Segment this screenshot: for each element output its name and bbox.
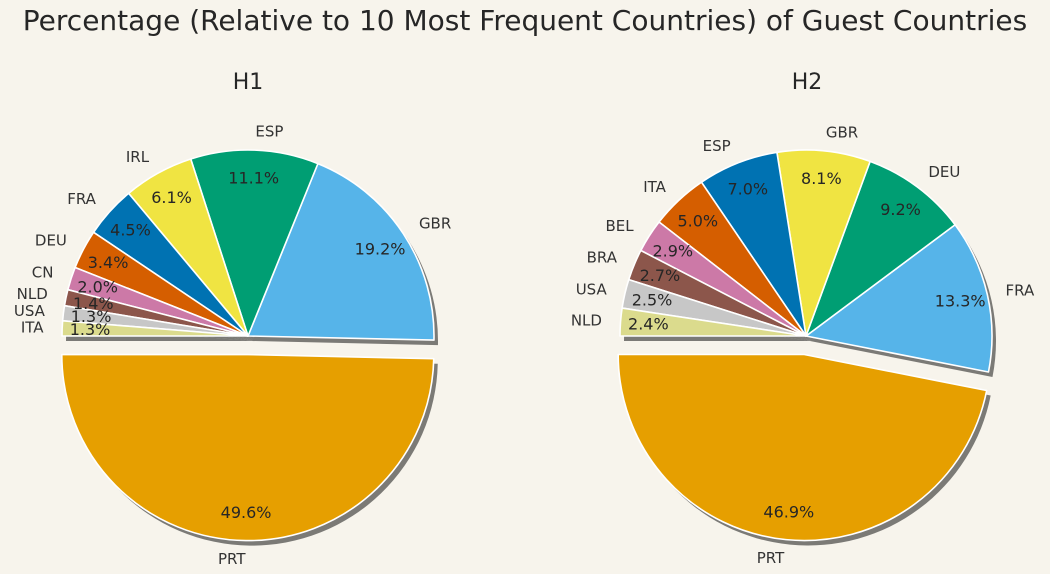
pie-h2-category-label-ita: ITA [643, 178, 666, 196]
pie-h2-slice-deu [805, 160, 956, 337]
pie-h1-category-label-nld: NLD [17, 285, 48, 303]
pie-h1-value-label-esp: 11.1% [228, 169, 279, 188]
pie-h1-category-label-ita: ITA [21, 319, 44, 337]
pie-labels: 46.9% PRT 13.3% FRA 9.2% DEU 8.1% GBR 7.0% ESP 5.0… [571, 123, 1035, 567]
pie-h1-value-label-prt: 49.6% [221, 503, 272, 522]
pie-h2-value-label-gbr: 8.1% [801, 169, 842, 188]
pie-labels: 49.6% PRT 19.2% GBR 11.1% ESP 6.1% IRL 4.5% FRA 3.… [14, 123, 451, 569]
pie-h2-category-label-deu: DEU [928, 163, 960, 181]
pie-h1-category-label-gbr: GBR [419, 215, 451, 233]
pie-h1-value-label-cn: 2.0% [77, 278, 118, 297]
pie-h1: H1 49.6% PRT 19.2% GBR 11.1% ESP 6.1% IRL 4.5% FR… [14, 70, 451, 568]
pie-h1-category-label-prt: PRT [218, 550, 246, 568]
pie-h1-category-label-deu: DEU [35, 232, 67, 250]
pie-h1-category-label-cn: CN [32, 264, 54, 282]
pie-h2-value-label-fra: 13.3% [935, 292, 986, 311]
pie-h2-category-label-bel: BEL [605, 217, 634, 235]
pie-h2: H2 46.9% PRT 13.3% FRA 9.2% DEU 8.1% GBR 7.0% ESP… [571, 70, 1035, 567]
pie-h2-category-label-bra: BRA [587, 249, 618, 267]
pie-h2-value-label-bra: 2.7% [640, 266, 681, 285]
pie-h2-category-label-gbr: GBR [826, 123, 858, 141]
pie-h1-value-label-usa: 1.3% [71, 307, 112, 326]
pie-h2-value-label-esp: 7.0% [727, 180, 768, 199]
pie-h1-value-label-irl: 6.1% [151, 188, 192, 207]
pie-h1-slice-esp [189, 149, 319, 337]
pie-h2-value-label-bel: 2.9% [652, 241, 693, 260]
pie-h2-slice-gbr [776, 149, 871, 337]
pie-h2-category-label-fra: FRA [1006, 282, 1035, 300]
pie-h1-category-label-usa: USA [14, 302, 46, 320]
chart-title: Percentage (Relative to 10 Most Frequent… [22, 4, 1028, 37]
pie-h1-value-label-deu: 3.4% [88, 253, 129, 272]
pie-h1-value-label-ita: 1.3% [70, 320, 111, 339]
pie-h2-value-label-ita: 5.0% [677, 211, 718, 230]
pie-h2-slice-prt [617, 353, 988, 542]
pie-h2-value-label-deu: 9.2% [880, 200, 921, 219]
pie-h2-value-label-nld: 2.4% [628, 315, 669, 334]
subplot-title-h1: H1 [233, 70, 264, 95]
pie-h1-value-label-nld: 1.4% [73, 294, 114, 313]
subplot-title-h2: H2 [792, 70, 823, 95]
pie-h2-category-label-nld: NLD [571, 312, 602, 330]
pie-h1-category-label-irl: IRL [126, 148, 150, 166]
pie-h1-slice-gbr [247, 162, 435, 341]
pie-h2-category-label-prt: PRT [757, 549, 785, 567]
pie-h2-value-label-usa: 2.5% [632, 291, 673, 310]
pie-h2-category-label-usa: USA [576, 280, 608, 298]
pie-h2-slice-fra [805, 223, 993, 373]
pie-h2-category-label-esp: ESP [703, 137, 731, 155]
pie-h1-slice-prt [60, 353, 435, 542]
pie-h2-slice-nld [619, 307, 807, 337]
pie-wedges [60, 149, 435, 542]
pie-h1-value-label-gbr: 19.2% [355, 240, 406, 259]
pie-h1-category-label-esp: ESP [255, 123, 283, 141]
pie-h2-value-label-prt: 46.9% [763, 502, 814, 521]
pie-wedges [617, 149, 993, 542]
pie-h1-value-label-fra: 4.5% [110, 221, 151, 240]
pie-h1-slice-ita [61, 320, 249, 337]
pie-h1-category-label-fra: FRA [67, 190, 96, 208]
